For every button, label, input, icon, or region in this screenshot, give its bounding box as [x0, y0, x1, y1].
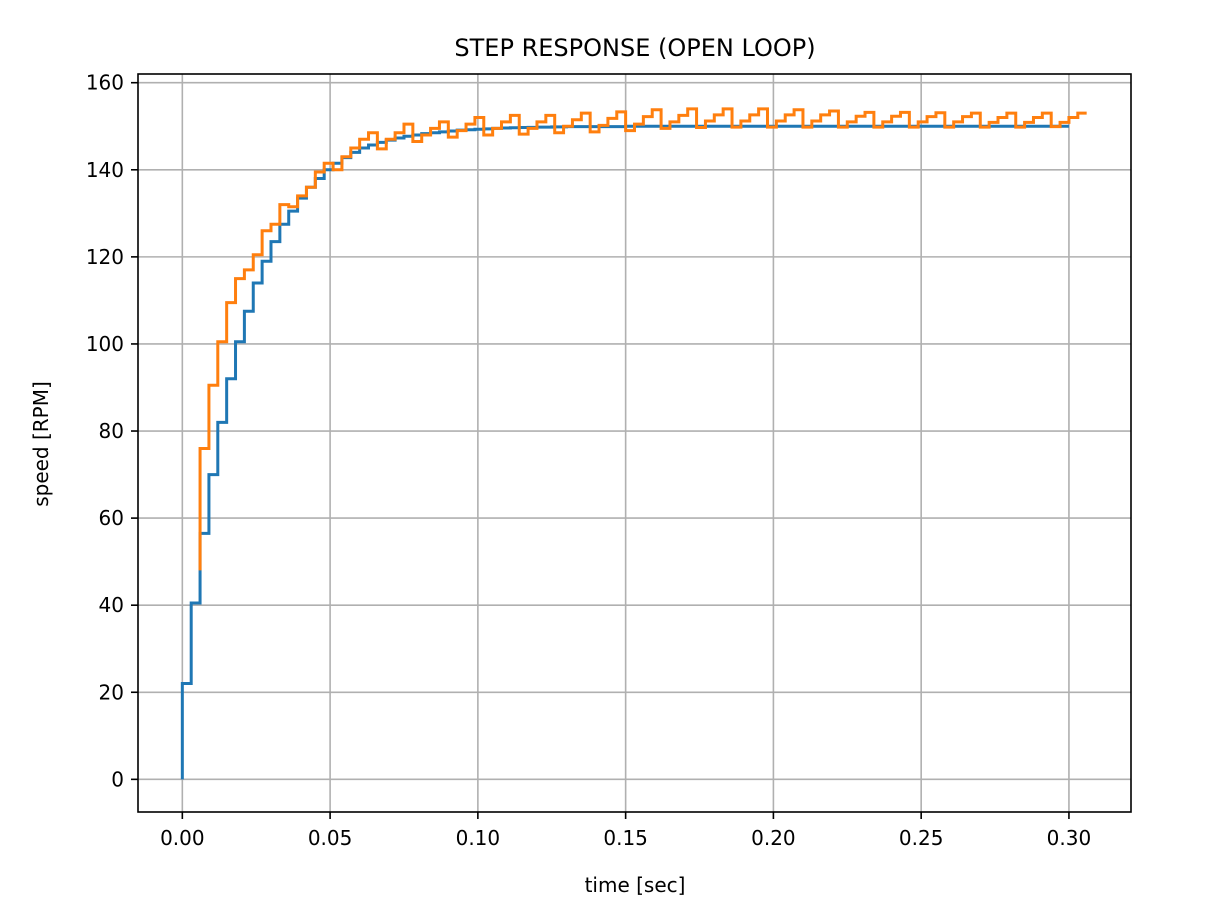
y-tick-label: 160 [86, 71, 124, 95]
tick-layer: 0.00 0.05 0.10 0.15 0.20 0.25 0.30 0 20 40 60 80 100… [86, 71, 1091, 850]
grid-layer [138, 74, 1131, 812]
y-tick-label: 120 [86, 245, 124, 269]
x-tick-label: 0.05 [308, 826, 353, 850]
plot-frame [137, 73, 1132, 813]
y-tick-label: 40 [99, 593, 124, 617]
y-tick-label: 80 [99, 419, 124, 443]
series-orange-line [198, 107, 1087, 571]
chart-title: STEP RESPONSE (OPEN LOOP) [454, 34, 815, 62]
y-tick-label: 20 [99, 680, 124, 704]
y-tick-label: 60 [99, 506, 124, 530]
x-tick-label: 0.25 [899, 826, 944, 850]
y-tick-label: 140 [86, 158, 124, 182]
series-layer [180, 107, 1087, 780]
x-tick-label: 0.20 [751, 826, 796, 850]
x-tick-label: 0.10 [456, 826, 501, 850]
x-axis-label: time [sec] [585, 873, 686, 897]
y-tick-label: 100 [86, 332, 124, 356]
x-tick-label: 0.15 [603, 826, 648, 850]
y-axis-label: speed [RPM] [29, 381, 53, 507]
x-tick-label: 0.00 [160, 826, 205, 850]
y-tick-label: 0 [111, 767, 124, 791]
x-tick-label: 0.30 [1047, 826, 1092, 850]
